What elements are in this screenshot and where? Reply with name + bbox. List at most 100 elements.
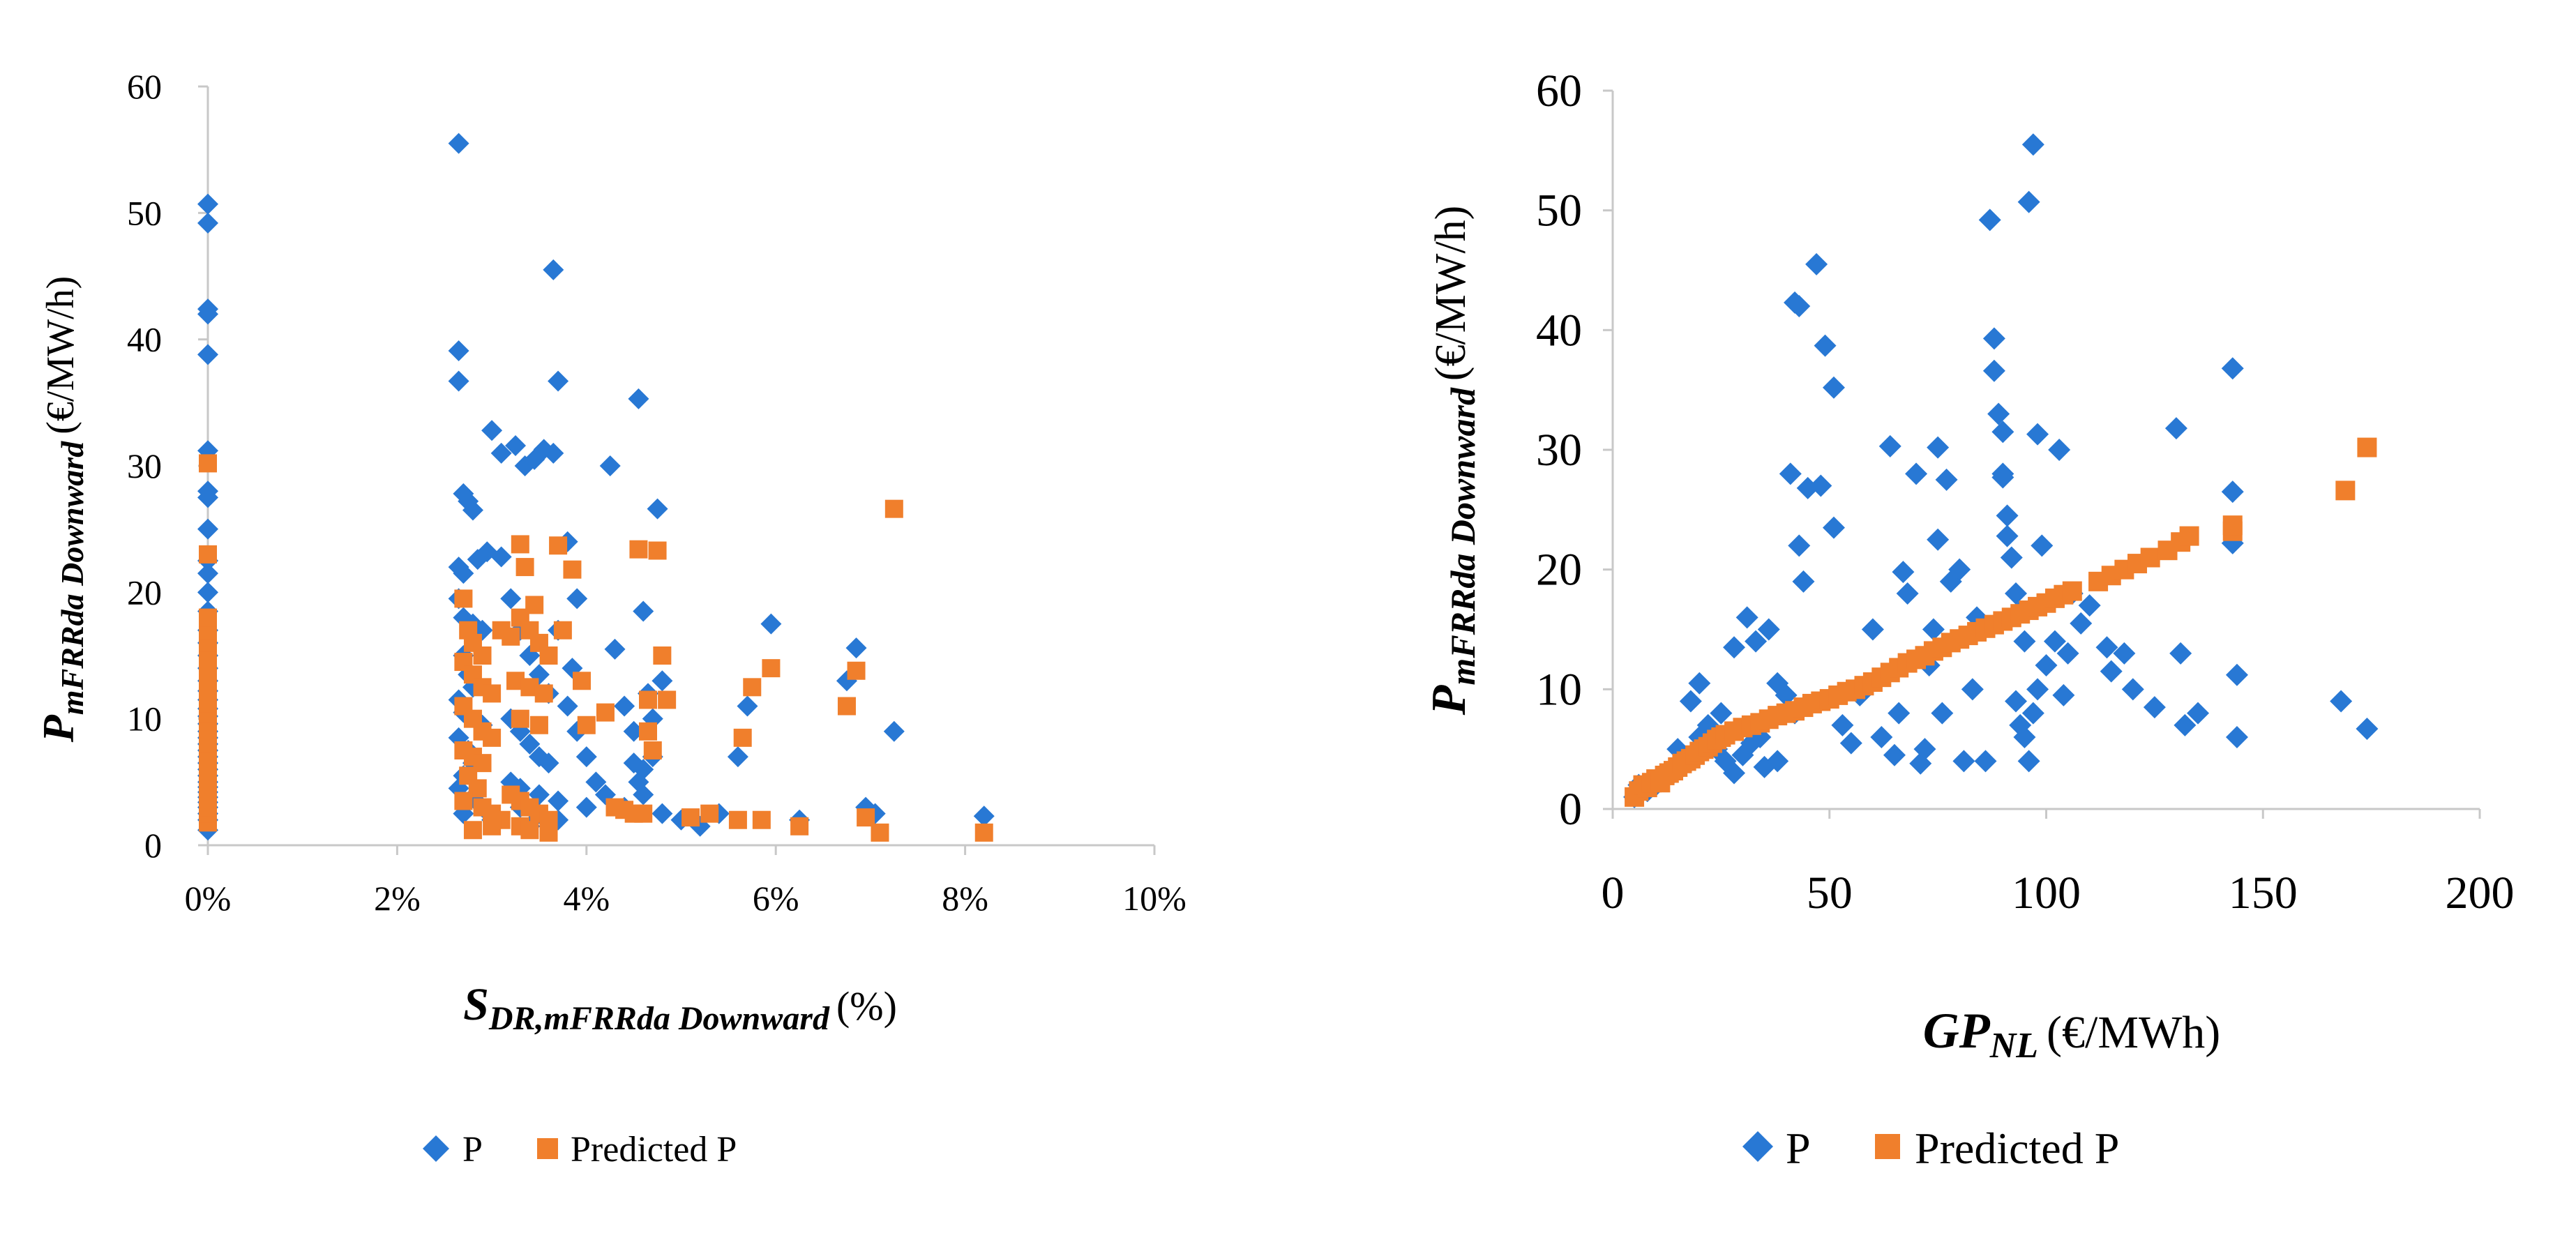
right-legend-label-p: P (1786, 1124, 1811, 1173)
left-legend-square-marker (537, 1138, 558, 1159)
right-point-p (1710, 702, 1733, 725)
right-point-p (2100, 660, 2123, 683)
right-point-p (2078, 594, 2101, 617)
left-legend-label-p: P (462, 1130, 483, 1170)
left-point-predicted-p (454, 792, 473, 810)
right-point-p (1779, 462, 1802, 485)
left-y-tick-label: 50 (127, 193, 162, 232)
left-point-predicted-p (837, 697, 856, 716)
right-point-p (1883, 743, 1906, 766)
left-y-axis-title: PmFRRda Downward (€/MW/h) (33, 276, 90, 743)
right-point-p (2330, 690, 2353, 713)
left-point-predicted-p (534, 684, 553, 703)
right-y-title-main: P (1422, 684, 1476, 716)
left-y-tick-label: 10 (127, 699, 162, 739)
left-point-p (585, 771, 607, 793)
right-point-p (1996, 504, 2019, 527)
right-legend-square-marker (1875, 1134, 1900, 1159)
left-point-predicted-p (762, 659, 781, 678)
left-x-axis: 0% 2% 4% 6% 8% 10% (185, 844, 1187, 918)
left-point-predicted-p (974, 823, 993, 842)
left-point-p (543, 259, 564, 280)
right-point-p (2000, 546, 2023, 569)
svg-text:SDR,mFRRda Downward(%): SDR,mFRRda Downward (%) (463, 979, 897, 1037)
left-point-p (883, 720, 905, 742)
left-point-predicted-p (473, 646, 492, 665)
left-point-predicted-p (743, 678, 762, 697)
right-point-p (2221, 357, 2244, 380)
right-point-p (2026, 678, 2049, 701)
left-point-p (651, 670, 673, 692)
right-point-p (1814, 334, 1837, 357)
left-y-title-sub: mFRRda Downward (54, 441, 90, 715)
left-point-predicted-p (871, 823, 889, 842)
right-point-p (1861, 618, 1884, 641)
left-point-predicted-p (629, 540, 648, 559)
left-y-title-main: P (33, 714, 83, 743)
right-point-p (2031, 534, 2054, 557)
left-point-predicted-p (573, 672, 592, 690)
left-point-p (575, 796, 597, 818)
left-point-p (543, 442, 564, 464)
left-point-p (557, 695, 578, 717)
right-legend-label-predicted: Predicted P (1915, 1124, 2119, 1173)
left-point-p (651, 803, 673, 824)
right-y-tick-label: 30 (1536, 425, 1582, 476)
right-legend-item-predicted: Predicted P (1875, 1124, 2119, 1173)
left-y-tick-label: 60 (127, 67, 162, 106)
left-point-predicted-p (199, 454, 217, 473)
right-point-p (1931, 702, 1954, 725)
left-point-p (197, 193, 218, 215)
left-point-p (614, 695, 635, 717)
right-point-p (2356, 717, 2379, 740)
left-x-tick-label: 4% (563, 879, 610, 918)
right-point-p (1839, 732, 1862, 755)
right-point-p (1948, 558, 1971, 581)
right-point-p (2021, 702, 2044, 725)
left-point-predicted-p (549, 536, 568, 555)
right-point-p (1723, 636, 1746, 659)
right-point-predicted-p (2140, 547, 2160, 568)
left-x-tick-label: 0% (185, 879, 232, 918)
left-point-predicted-p (483, 684, 502, 703)
svg-text:GPNL(€/MWh): GPNL (€/MWh) (1923, 1003, 2221, 1066)
left-x-title-main: S (463, 979, 489, 1030)
right-point-p (1982, 327, 2005, 350)
left-point-predicted-p (648, 541, 667, 560)
right-point-p (2048, 439, 2071, 461)
left-point-p (548, 790, 569, 812)
left-point-p (448, 340, 469, 361)
right-point-p (2056, 642, 2079, 665)
left-point-predicted-p (515, 558, 534, 577)
left-point-p (845, 637, 867, 659)
right-y-tick-label: 40 (1536, 305, 1582, 356)
right-point-p (2121, 678, 2144, 701)
right-point-p (1991, 421, 2014, 444)
left-point-p (727, 746, 748, 768)
right-point-p (1757, 618, 1780, 641)
left-point-p (538, 752, 559, 774)
left-x-tick-label: 6% (753, 879, 799, 918)
left-point-p (633, 600, 654, 622)
right-point-p (2113, 642, 2136, 665)
left-point-p (760, 613, 782, 635)
right-y-title-sub: mFRRda Downward (1443, 387, 1482, 686)
right-point-p (1978, 209, 2001, 232)
right-point-p (1892, 561, 1915, 584)
right-y-tick-label: 0 (1559, 784, 1582, 835)
right-point-p (2004, 690, 2027, 713)
left-point-p (604, 638, 626, 660)
right-point-p (2221, 481, 2244, 504)
left-point-predicted-p (539, 646, 558, 665)
left-y-tick-label: 0 (144, 826, 162, 865)
left-y-tick-label: 30 (127, 446, 162, 485)
left-point-predicted-p (790, 817, 809, 835)
left-y-axis: 0 10 20 30 40 50 60 (127, 67, 209, 865)
right-data-points (1623, 133, 2379, 808)
right-point-p (1745, 630, 1768, 653)
right-point-p (2017, 750, 2040, 773)
right-point-p (2225, 663, 2248, 686)
left-point-predicted-p (639, 722, 658, 741)
right-x-axis-title: GPNL (€/MWh) (1923, 1003, 2221, 1066)
